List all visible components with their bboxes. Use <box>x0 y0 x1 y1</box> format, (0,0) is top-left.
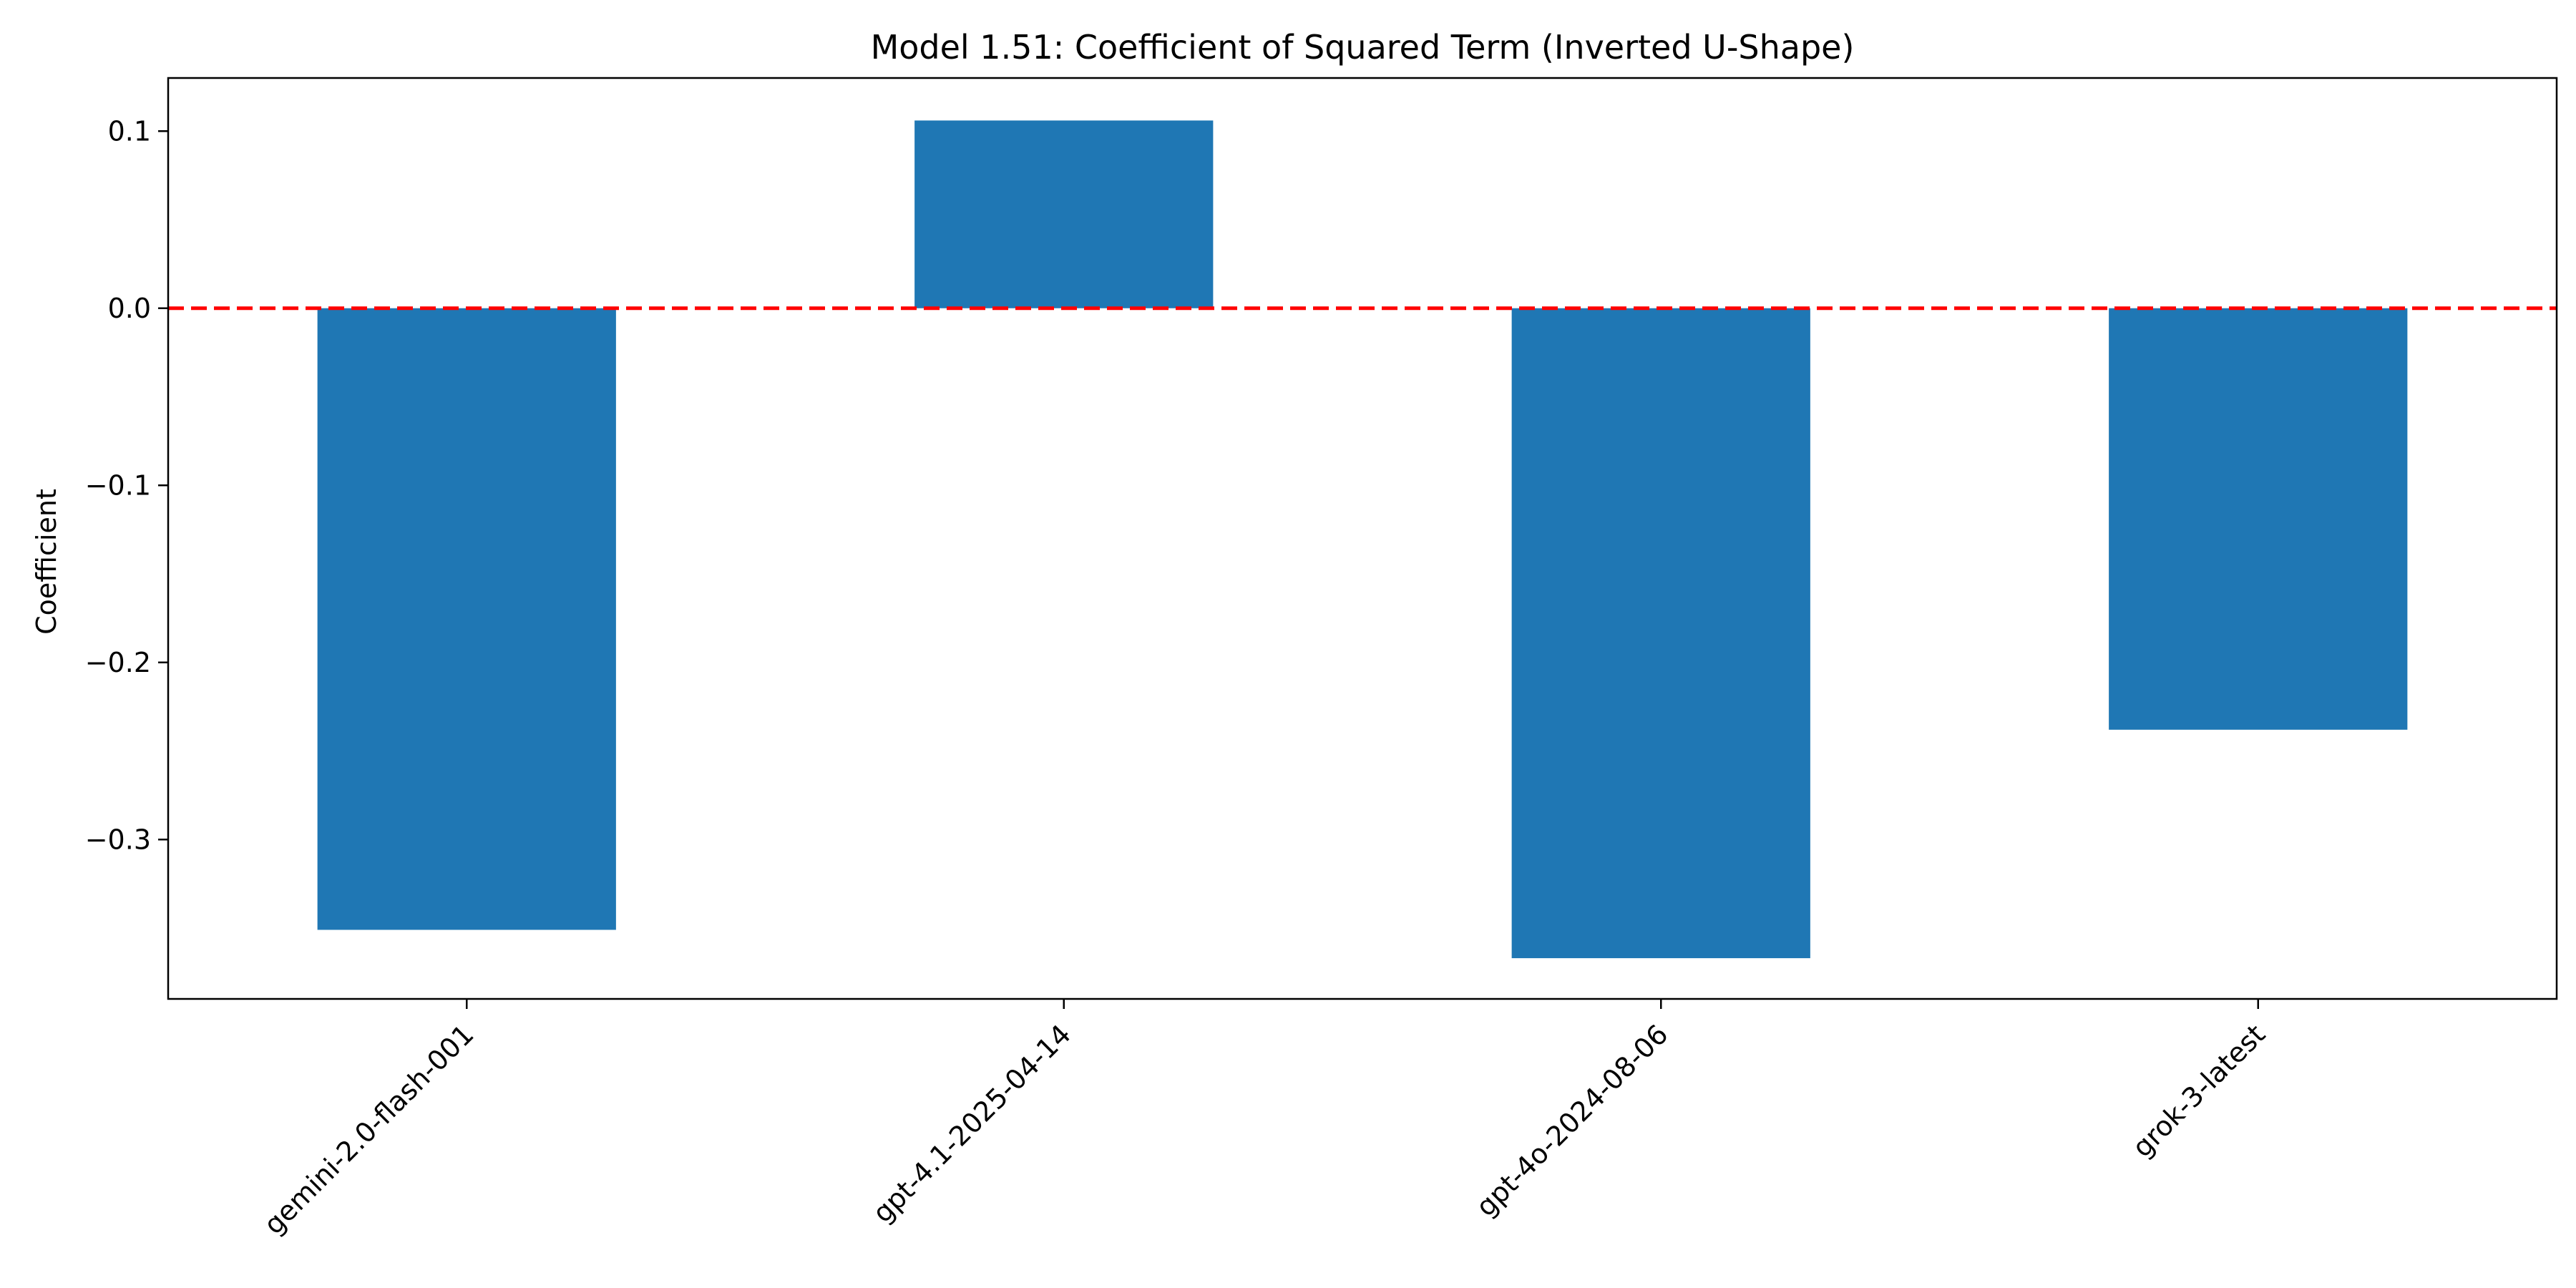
bars-layer <box>317 120 2408 959</box>
chart-title: Model 1.51: Coefficient of Squared Term … <box>871 28 1855 67</box>
bar-0 <box>317 308 616 930</box>
y-axis: 0.1 0.0 −0.1 −0.2 −0.3 <box>85 115 168 855</box>
y-tick-label-3: −0.2 <box>85 647 151 678</box>
y-tick-label-1: 0.0 <box>108 293 151 324</box>
bar-2 <box>1511 308 1810 959</box>
y-axis-label: Coefficient <box>31 489 62 635</box>
y-tick-label-2: −0.1 <box>85 469 151 501</box>
y-tick-label-0: 0.1 <box>108 115 151 147</box>
y-tick-label-4: −0.3 <box>85 824 151 855</box>
bar-1 <box>914 120 1214 308</box>
plot-frame <box>167 77 2558 1000</box>
bar-3 <box>2109 308 2408 730</box>
